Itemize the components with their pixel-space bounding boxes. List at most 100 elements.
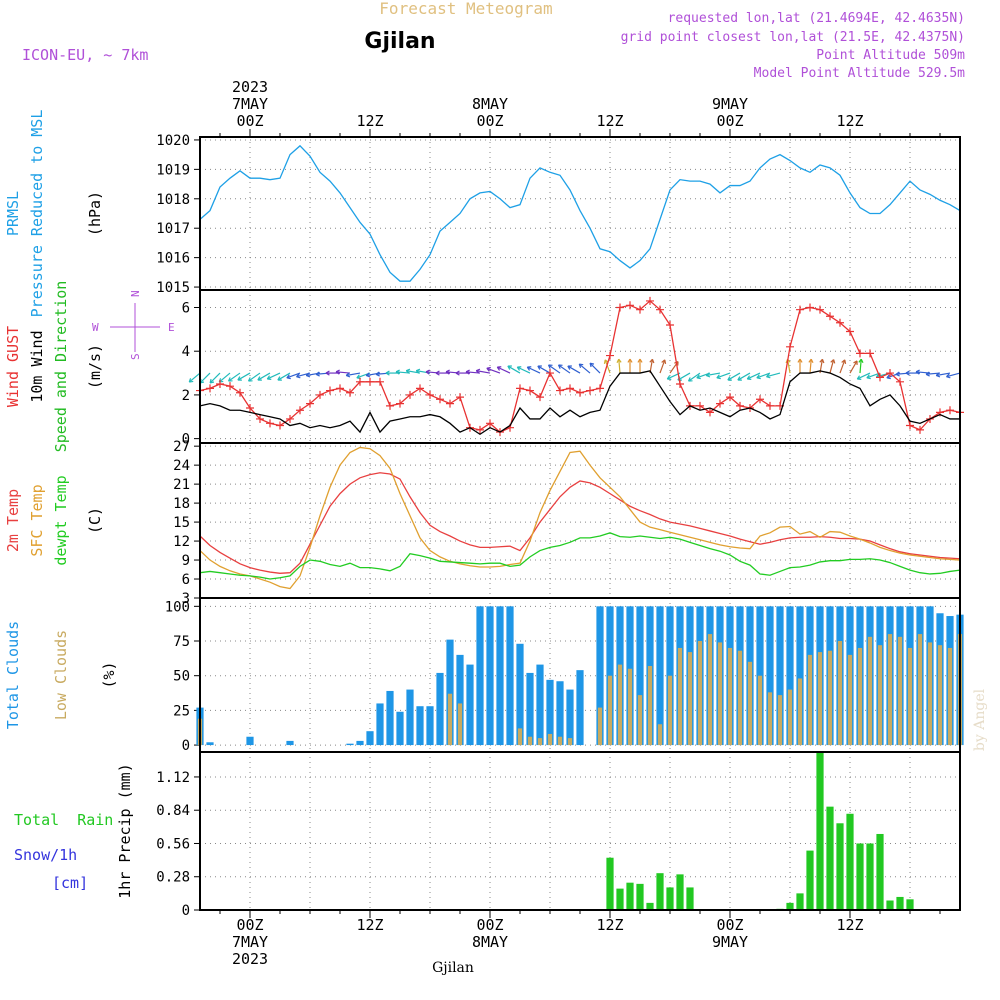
low-cloud-bar: [617, 664, 623, 746]
y-tick-label: 2: [182, 388, 190, 404]
pressure-panel: 1015 1016 1017 1018 1019 1020 PRMSL Pressure Re…: [4, 110, 961, 317]
wind-arrow-head: [567, 365, 571, 370]
wind-arrow-head: [696, 377, 701, 380]
wind-arrow: [218, 372, 231, 383]
wind-arrow-head: [496, 366, 501, 371]
gust-marker: [476, 425, 484, 434]
total-cloud-bar: [526, 672, 534, 746]
wind-arrow-head: [858, 358, 862, 363]
low-cloud-bar: [707, 634, 713, 746]
total-cloud-bar: [506, 606, 514, 746]
total-cloud-bar: [396, 711, 404, 746]
wind-arrow-head: [853, 360, 858, 364]
wind-arrow: [618, 359, 621, 374]
wind-arrow: [809, 359, 812, 374]
total-cloud-bar: [286, 740, 294, 746]
model-altitude: Model Point Altitude 529.5m: [754, 66, 965, 81]
low-cloud-bar: [877, 645, 883, 746]
bottom-time-label: 7MAY: [232, 933, 268, 951]
low-cloud-bar: [607, 675, 613, 746]
total-cloud-bar: [566, 689, 574, 746]
gust-marker: [216, 379, 224, 388]
gust-marker: [556, 386, 564, 395]
low-cloud-bar: [827, 650, 833, 746]
gust-marker: [486, 419, 494, 428]
low-cloud-bar: [917, 634, 923, 746]
wind-arrow-head: [395, 371, 400, 375]
rain-bar: [616, 888, 624, 910]
wind-arrow: [486, 367, 501, 374]
bottom-time-label: 8MAY: [472, 933, 508, 951]
wind-arrow: [849, 360, 858, 374]
top-time-label: 2023: [232, 78, 268, 96]
wind-arrow-head: [405, 370, 410, 374]
total-cloud-bar: [406, 689, 414, 746]
low-cloud-bar: [717, 642, 723, 746]
gust-marker: [446, 399, 454, 408]
low-cloud-bar: [537, 738, 543, 746]
point-altitude: Point Altitude 509m: [816, 48, 965, 63]
panel-frame: [199, 751, 961, 911]
wind-arrow: [567, 365, 581, 374]
low-cloud-bar: [837, 641, 843, 746]
bottom-time-label: 12Z: [356, 916, 383, 934]
wind-arrow: [507, 365, 521, 374]
wind-arrow: [199, 372, 211, 384]
y-tick-label: 75: [173, 634, 190, 650]
gust-marker: [676, 379, 684, 388]
wind-arrow: [346, 372, 361, 377]
gust-marker: [436, 395, 444, 404]
y-axis-label: 2m Temp: [4, 489, 22, 552]
wind-arrow-head: [335, 371, 340, 375]
y-axis-label: Total Clouds: [4, 621, 22, 729]
total-cloud-bar: [776, 606, 784, 746]
wind-arrow-head: [766, 376, 771, 379]
y-axis-label: Speed and Direction: [52, 281, 70, 453]
gust-marker: [566, 384, 574, 393]
gust-marker: [706, 408, 714, 417]
credit-label: by Angel: [972, 688, 988, 751]
gust-marker: [646, 296, 654, 305]
y-axis-label: (hPa): [86, 191, 104, 236]
wind-arrow: [578, 363, 591, 374]
total-cloud-bar: [516, 643, 524, 746]
footer-location: Gjilan: [432, 960, 474, 976]
low-cloud-bar: [657, 724, 663, 746]
wind-arrow: [839, 359, 846, 374]
y-tick-label: 21: [173, 477, 190, 493]
panel-frame: [199, 136, 961, 291]
total-cloud-bar: [546, 679, 554, 746]
wind-arrow-head: [415, 370, 420, 374]
gust-marker: [806, 303, 814, 312]
wind-arrow: [604, 359, 611, 374]
wind-arrow: [396, 371, 411, 374]
low-cloud-bar: [697, 641, 703, 746]
wind-arrow-head: [895, 373, 900, 377]
panel-frame: [199, 442, 961, 599]
wind-arrow: [517, 366, 531, 374]
y-tick-label: 0: [182, 903, 190, 919]
compass-e: E: [168, 321, 175, 334]
gust-marker: [906, 421, 914, 430]
wind-arrow: [946, 372, 961, 378]
y-tick-label: 1015: [156, 280, 190, 296]
low-cloud-bar: [737, 650, 743, 746]
gust-marker: [586, 386, 594, 395]
rain-bar: [896, 896, 904, 910]
y-axis-label: (m/s): [86, 344, 104, 389]
rain-bar: [646, 902, 654, 910]
wind-arrow: [936, 372, 951, 377]
gust-marker: [866, 349, 874, 358]
gust-marker: [516, 384, 524, 393]
rain-bar: [666, 887, 674, 910]
total-cloud-bar: [636, 606, 644, 746]
wind-arrow-head: [507, 365, 511, 370]
gust-marker: [756, 395, 764, 404]
wind-arrow-head: [808, 358, 812, 363]
wind-arrow-head: [209, 381, 215, 384]
low-cloud-bar: [687, 652, 693, 746]
top-time-label: 12Z: [596, 112, 623, 130]
y-axis-label: (C): [86, 507, 104, 534]
gust-marker: [376, 377, 384, 386]
